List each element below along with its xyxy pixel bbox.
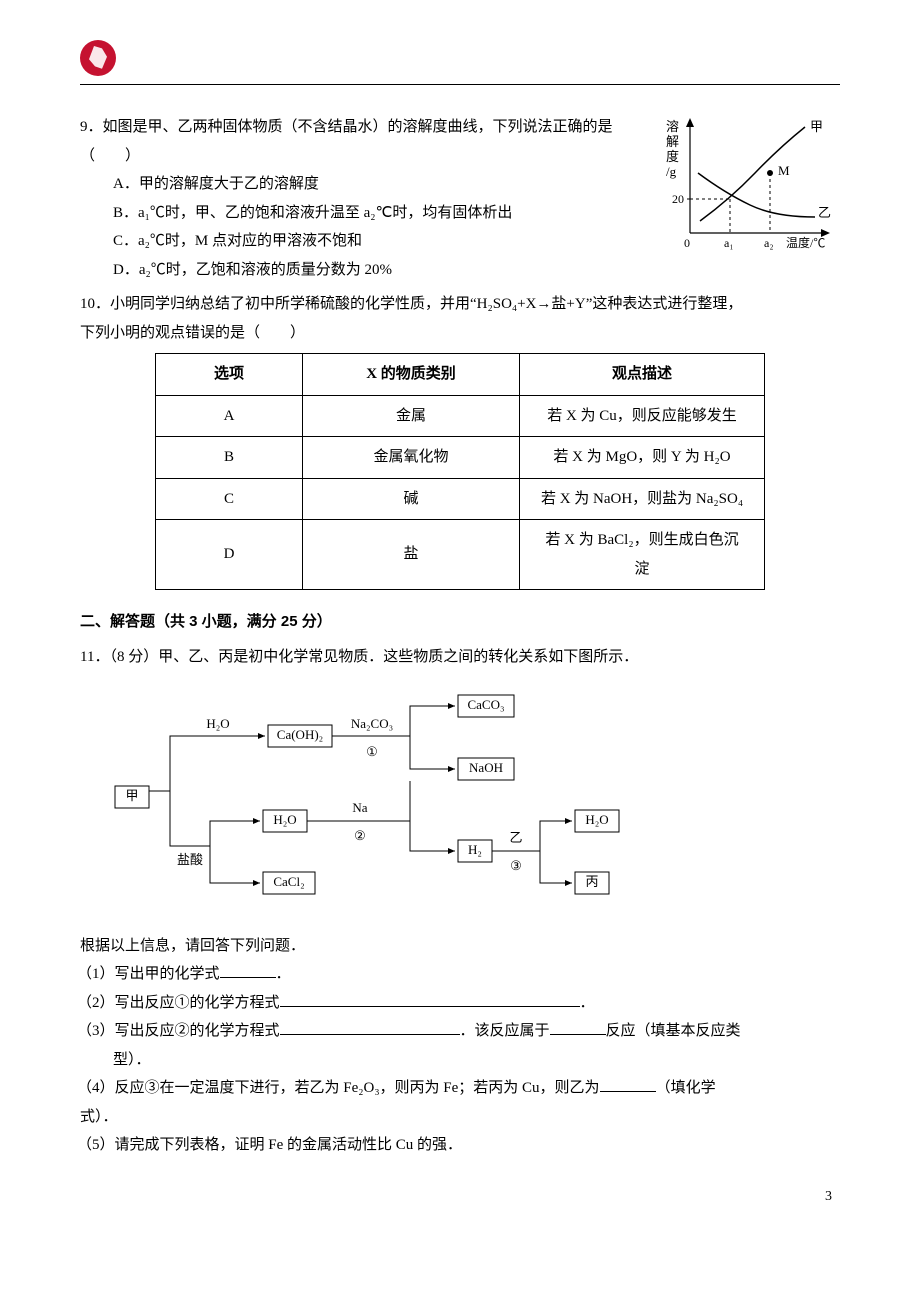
solubility-chart: 溶 解 度 /g 20 甲 乙 M bbox=[660, 113, 840, 263]
q9-stem: 9．如图是甲、乙两种固体物质（不含结晶水）的溶解度曲线，下列说法正确的是（ ） bbox=[80, 113, 642, 170]
question-11: 11．（8 分）甲、乙、丙是初中化学常见物质．这些物质之间的转化关系如下图所示．… bbox=[80, 643, 840, 1160]
table-row: D盐若 X 为 BaCl₂，则生成白色沉淀 bbox=[156, 520, 765, 590]
q9-option-A: A．甲的溶解度大于乙的溶解度 bbox=[80, 170, 642, 199]
chart-ylabel-2: 解 bbox=[666, 134, 679, 149]
q9-option-B: B．a₁℃时，甲、乙的饱和溶液升温至 a₂℃时，均有固体析出 bbox=[80, 199, 642, 228]
q10-stem-a: 小明同学归纳总结了初中所学稀硫酸的化学性质，并用“H₂SO₄+X→盐+Y”这种表… bbox=[110, 296, 742, 312]
xtick-a2: a₂ bbox=[764, 236, 774, 250]
blank-3a[interactable] bbox=[280, 1019, 460, 1035]
label-M: M bbox=[778, 163, 790, 178]
chart-ylabel-4: /g bbox=[666, 164, 677, 179]
blank-2[interactable] bbox=[280, 991, 580, 1007]
q9-stem-text: 如图是甲、乙两种固体物质（不含结晶水）的溶解度曲线，下列说法正确的是（ ） bbox=[80, 119, 613, 164]
th-option: 选项 bbox=[156, 354, 303, 396]
xtick-0: 0 bbox=[684, 236, 690, 250]
node-caoh2: Ca(OH)₂ bbox=[277, 727, 323, 742]
node-h2: H₂ bbox=[468, 842, 482, 857]
label-h2o-1: H₂O bbox=[206, 716, 229, 731]
q11-part2: （2）写出反应①的化学方程式． bbox=[80, 989, 840, 1018]
table-row: A金属若 X 为 Cu，则反应能够发生 bbox=[156, 395, 765, 437]
page-number: 3 bbox=[80, 1184, 840, 1211]
blank-1[interactable] bbox=[220, 962, 276, 978]
q10-table: 选项 X 的物质类别 观点描述 A金属若 X 为 Cu，则反应能够发生 B金属氧… bbox=[155, 353, 765, 590]
q11-part3b: 型）． bbox=[80, 1046, 840, 1075]
label-yi: 乙 bbox=[818, 205, 831, 220]
label-yansuan: 盐酸 bbox=[177, 852, 203, 867]
xtick-a1: a₁ bbox=[724, 236, 734, 250]
transform-diagram: .bx { fill:#fff; stroke:#000; stroke-wid… bbox=[110, 681, 840, 922]
table-row: 选项 X 的物质类别 观点描述 bbox=[156, 354, 765, 396]
blank-4[interactable] bbox=[600, 1076, 656, 1092]
label-circ3: ③ bbox=[510, 858, 522, 873]
th-desc: 观点描述 bbox=[520, 354, 765, 396]
th-category: X 的物质类别 bbox=[303, 354, 520, 396]
node-jia: 甲 bbox=[125, 788, 138, 803]
label-na: Na bbox=[352, 800, 367, 815]
q9-option-C: C．a₂℃时，M 点对应的甲溶液不饱和 bbox=[80, 227, 642, 256]
q11-part4b: 式）． bbox=[80, 1103, 840, 1132]
q9-option-D: D．a₂℃时，乙饱和溶液的质量分数为 20% bbox=[80, 256, 642, 285]
point-M bbox=[767, 170, 773, 176]
node-h2o-2: H₂O bbox=[273, 812, 296, 827]
label-circ2: ② bbox=[354, 828, 366, 843]
table-row: C碱若 X 为 NaOH，则盐为 Na₂SO₄ bbox=[156, 478, 765, 520]
node-bing: 丙 bbox=[585, 874, 598, 889]
label-yi: 乙 bbox=[509, 830, 522, 845]
node-cacl2: CaCl₂ bbox=[273, 874, 304, 889]
q11-after-diagram: 根据以上信息，请回答下列问题． bbox=[80, 932, 840, 961]
node-naoh: NaOH bbox=[469, 760, 503, 775]
x-axis-label: 温度/℃ bbox=[786, 235, 825, 250]
q11-part5: （5）请完成下列表格，证明 Fe 的金属活动性比 Cu 的强． bbox=[80, 1131, 840, 1160]
label-jia: 甲 bbox=[810, 119, 823, 134]
question-9: 9．如图是甲、乙两种固体物质（不含结晶水）的溶解度曲线，下列说法正确的是（ ） … bbox=[80, 113, 840, 284]
curve-yi bbox=[698, 173, 815, 217]
blank-3b[interactable] bbox=[550, 1019, 606, 1035]
label-circ1: ① bbox=[366, 744, 378, 759]
label-na2co3: Na₂CO₃ bbox=[351, 716, 393, 731]
page-container: 9．如图是甲、乙两种固体物质（不含结晶水）的溶解度曲线，下列说法正确的是（ ） … bbox=[0, 0, 920, 1302]
q11-number: 11． bbox=[80, 649, 109, 665]
q11-part1: （1）写出甲的化学式． bbox=[80, 960, 840, 989]
question-10: 10．小明同学归纳总结了初中所学稀硫酸的化学性质，并用“H₂SO₄+X→盐+Y”… bbox=[80, 290, 840, 590]
q9-number: 9． bbox=[80, 119, 103, 135]
q11-part3: （3）写出反应②的化学方程式．该反应属于反应（填基本反应类 bbox=[80, 1017, 840, 1046]
brand-logo bbox=[80, 40, 116, 76]
chart-ylabel-1: 溶 bbox=[666, 119, 679, 134]
table-row: B金属氧化物若 X 为 MgO，则 Y 为 H₂O bbox=[156, 437, 765, 479]
header-rule bbox=[80, 84, 840, 85]
q11-stem: （8 分）甲、乙、丙是初中化学常见物质．这些物质之间的转化关系如下图所示． bbox=[109, 649, 638, 665]
q11-part4: （4）反应③在一定温度下进行，若乙为 Fe₂O₃，则丙为 Fe；若丙为 Cu，则… bbox=[80, 1074, 840, 1103]
q10-stem-b: 下列小明的观点错误的是（ ） bbox=[80, 319, 840, 348]
chart-ylabel-3: 度 bbox=[666, 149, 679, 164]
chart-ytick-20: 20 bbox=[672, 192, 684, 206]
node-caco3: CaCO₃ bbox=[467, 697, 504, 712]
q10-number: 10． bbox=[80, 296, 110, 312]
node-h2o-3: H₂O bbox=[585, 812, 608, 827]
section-2-title: 二、解答题（共 3 小题，满分 25 分） bbox=[80, 608, 840, 637]
